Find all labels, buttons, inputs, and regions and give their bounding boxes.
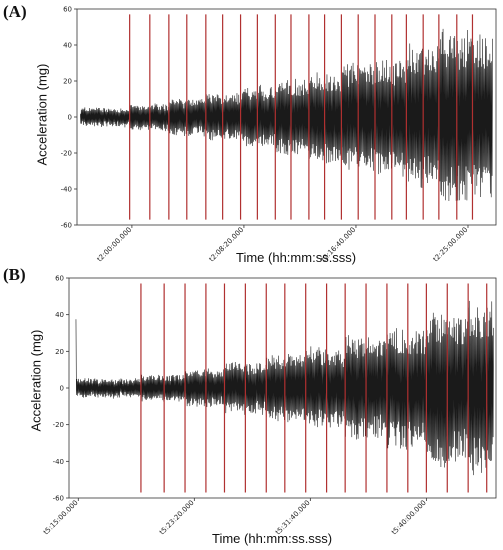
y-tick-label-a: 0 bbox=[68, 114, 72, 122]
x-tick-label-b: t5:23:20.000 bbox=[158, 499, 196, 537]
x-tick-label-b: t5:15:00.000 bbox=[42, 499, 80, 537]
y-tick-label-b: 40 bbox=[55, 311, 64, 319]
x-tick-label-a: t2:00:00.000 bbox=[96, 226, 134, 264]
chart-b: -60 -40 -20 0 20 40 60 t5:15:00.000 t5:23:20.000… bbox=[42, 275, 497, 537]
y-tick-label-b: -20 bbox=[53, 421, 64, 429]
y-tick-label-a: -40 bbox=[61, 186, 72, 194]
signal-series-a bbox=[80, 28, 493, 202]
y-tick-label-a: 40 bbox=[63, 42, 72, 50]
y-tick-label-a: 60 bbox=[63, 6, 72, 14]
y-tick-label-b: -40 bbox=[53, 458, 64, 466]
panel-label-b: (B) bbox=[3, 265, 26, 284]
y-tick-label-a: -60 bbox=[61, 222, 72, 230]
x-axis-label-a: Time (hh:mm:ss.sss) bbox=[236, 250, 357, 265]
x-tick-label-b: t5:40:00.000 bbox=[390, 499, 428, 537]
x-tick-label-a: t2:25:00.000 bbox=[432, 226, 470, 264]
y-tick-label-b: 0 bbox=[60, 385, 64, 393]
y-tick-label-b: 20 bbox=[55, 348, 64, 356]
x-axis-label-b: Time (hh:mm:ss.sss) bbox=[212, 531, 333, 546]
y-tick-label-b: -60 bbox=[53, 495, 64, 503]
y-tick-label-a: 20 bbox=[63, 78, 72, 86]
panel-label-a: (A) bbox=[3, 2, 27, 21]
y-tick-label-a: -20 bbox=[61, 150, 72, 158]
y-tick-label-b: 60 bbox=[55, 275, 64, 283]
